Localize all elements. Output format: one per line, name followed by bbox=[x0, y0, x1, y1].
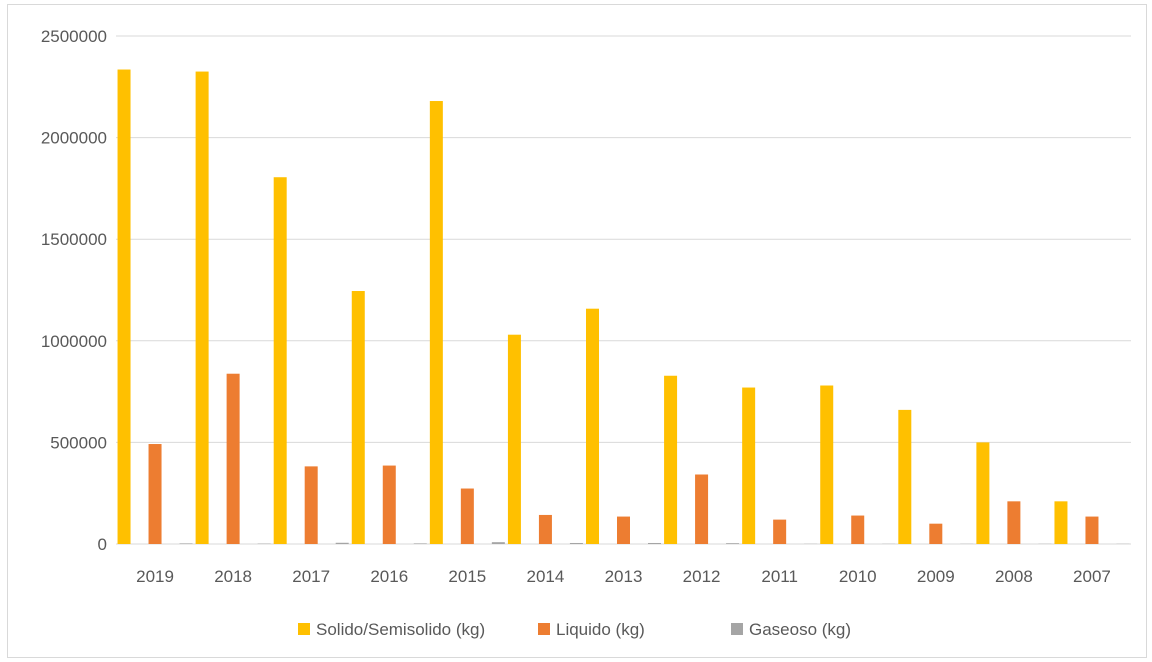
bar-liquido-2013 bbox=[617, 516, 630, 544]
y-tick-label: 2000000 bbox=[41, 129, 107, 148]
x-tick-label: 2018 bbox=[214, 567, 252, 586]
y-axis-tick-labels: 0 500000 1000000 1500000 2000000 2500000 bbox=[41, 27, 107, 554]
legend-swatch bbox=[298, 623, 310, 635]
bar-liquido-2007 bbox=[1085, 516, 1099, 544]
bar-liquido-2017 bbox=[304, 466, 318, 544]
x-tick-label: 2007 bbox=[1073, 567, 1111, 586]
bar-solido-2012 bbox=[664, 375, 678, 544]
bar-liquido-2008 bbox=[1007, 501, 1021, 544]
bar-liquido-2011 bbox=[773, 519, 787, 544]
bar-gaseoso-2016 bbox=[413, 543, 427, 544]
y-tick-label: 0 bbox=[98, 535, 107, 554]
bar-gaseoso-2017 bbox=[335, 542, 349, 544]
x-axis-tick-labels: 2019 2018 2017 2016 2015 2014 2013 2012 2011 2010… bbox=[136, 567, 1111, 586]
bars bbox=[117, 69, 1130, 545]
x-tick-label: 2017 bbox=[292, 567, 330, 586]
bar-gaseoso-2013 bbox=[648, 542, 661, 544]
y-tick-label: 1500000 bbox=[41, 230, 107, 249]
legend-label: Liquido (kg) bbox=[556, 620, 645, 639]
bar-gaseoso-2014 bbox=[569, 542, 583, 544]
x-tick-label: 2019 bbox=[136, 567, 174, 586]
bar-solido-2009 bbox=[898, 409, 912, 544]
legend-swatch bbox=[538, 623, 550, 635]
legend-swatch bbox=[731, 623, 743, 635]
x-tick-label: 2013 bbox=[605, 567, 643, 586]
bar-liquido-2018 bbox=[226, 373, 240, 544]
bar-solido-2008 bbox=[976, 442, 990, 544]
bar-liquido-2019 bbox=[148, 444, 162, 544]
x-tick-label: 2008 bbox=[995, 567, 1033, 586]
bar-liquido-2010 bbox=[851, 515, 865, 544]
bar-solido-2019 bbox=[117, 69, 131, 544]
bar-liquido-2009 bbox=[929, 523, 943, 544]
bar-liquido-2015 bbox=[460, 488, 474, 544]
bar-solido-2014 bbox=[507, 334, 521, 544]
x-tick-label: 2012 bbox=[683, 567, 721, 586]
bar-liquido-2012 bbox=[695, 474, 709, 544]
x-tick-label: 2016 bbox=[370, 567, 408, 586]
bar-solido-2013 bbox=[586, 308, 599, 544]
y-tick-label: 1000000 bbox=[41, 332, 107, 351]
legend-label: Gaseoso (kg) bbox=[749, 620, 851, 639]
legend-label: Solido/Semisolido (kg) bbox=[316, 620, 485, 639]
bar-gaseoso-2012 bbox=[726, 543, 740, 544]
bar-liquido-2014 bbox=[538, 514, 552, 544]
bar-liquido-2016 bbox=[382, 465, 396, 544]
y-tick-label: 500000 bbox=[50, 433, 107, 452]
bar-gaseoso-2015 bbox=[491, 542, 505, 544]
legend: Solido/Semisolido (kg) Liquido (kg) Gaseos… bbox=[298, 620, 851, 639]
bar-solido-2016 bbox=[351, 291, 365, 544]
bar-solido-2015 bbox=[429, 101, 443, 545]
x-tick-label: 2011 bbox=[761, 567, 798, 586]
x-tick-label: 2015 bbox=[448, 567, 486, 586]
bar-solido-2017 bbox=[273, 177, 287, 544]
x-tick-label: 2009 bbox=[917, 567, 955, 586]
bar-solido-2018 bbox=[195, 71, 209, 544]
bar-solido-2007 bbox=[1054, 501, 1068, 544]
bar-gaseoso-2019 bbox=[179, 543, 193, 544]
x-tick-label: 2010 bbox=[839, 567, 877, 586]
y-tick-label: 2500000 bbox=[41, 27, 107, 46]
x-tick-label: 2014 bbox=[527, 567, 565, 586]
bar-solido-2010 bbox=[820, 385, 834, 544]
bar-solido-2011 bbox=[742, 387, 756, 544]
